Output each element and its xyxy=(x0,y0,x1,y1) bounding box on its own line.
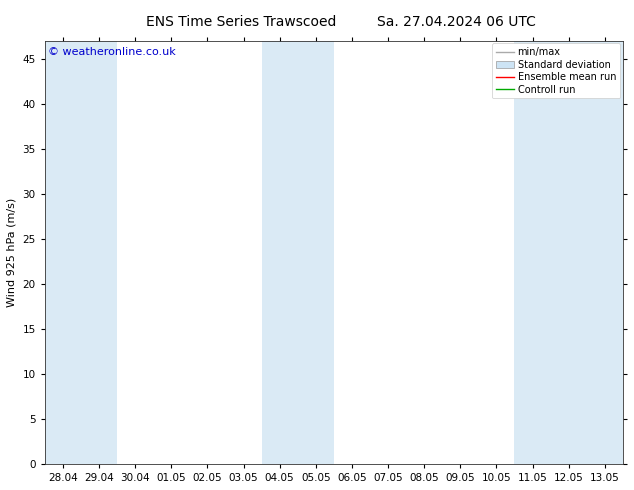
Bar xyxy=(550,41,586,464)
Y-axis label: Wind 925 hPa (m/s): Wind 925 hPa (m/s) xyxy=(7,197,17,307)
Bar xyxy=(586,41,623,464)
Bar xyxy=(515,41,550,464)
Legend: min/max, Standard deviation, Ensemble mean run, Controll run: min/max, Standard deviation, Ensemble me… xyxy=(493,44,620,98)
Bar xyxy=(81,41,117,464)
Bar xyxy=(45,41,81,464)
Bar xyxy=(262,41,298,464)
Text: © weatheronline.co.uk: © weatheronline.co.uk xyxy=(48,47,176,57)
Text: Sa. 27.04.2024 06 UTC: Sa. 27.04.2024 06 UTC xyxy=(377,15,536,29)
Text: ENS Time Series Trawscoed: ENS Time Series Trawscoed xyxy=(146,15,336,29)
Bar xyxy=(298,41,334,464)
